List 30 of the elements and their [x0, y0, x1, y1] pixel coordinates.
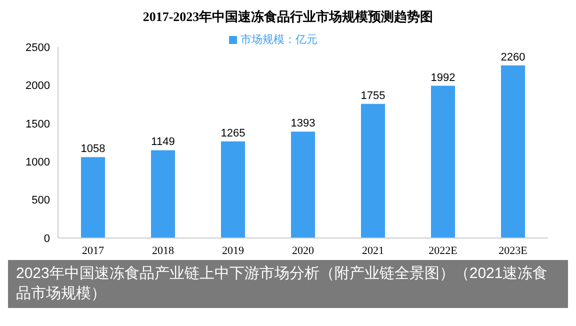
- legend-label: 市场规模：亿元: [240, 34, 318, 46]
- x-tick-label: 2017: [82, 244, 104, 257]
- y-tick-label: 2500: [26, 42, 50, 54]
- x-tick-label: 2018: [152, 244, 174, 257]
- bar: [431, 86, 455, 238]
- bar: [291, 132, 315, 238]
- data-label: 1149: [151, 136, 175, 148]
- y-tick-label: 1500: [26, 118, 50, 130]
- data-label: 1992: [430, 72, 456, 84]
- y-tick-label: 500: [32, 194, 50, 207]
- x-tick-label: 2019: [222, 244, 244, 257]
- data-label: 1058: [80, 143, 106, 156]
- y-tick-label: 0: [44, 232, 50, 245]
- x-tick-label: 2020: [292, 244, 314, 257]
- text: 2023年中国速冻食品产业链上中下游市场分析（附产业链全景图）（2021速冻食品市场规模）: [8, 260, 568, 308]
- data-label: 1265: [220, 127, 246, 140]
- chart-title: 2017-2023年中国速冻食品行业市场规模预测趋势图: [142, 8, 434, 26]
- bar: [151, 150, 175, 238]
- bar: [221, 141, 245, 238]
- x-tick-label: 2022E: [428, 244, 458, 257]
- data-label: 1393: [290, 118, 316, 130]
- data-label: 2260: [500, 51, 526, 64]
- x-tick-label: 2021: [362, 244, 384, 257]
- bar: [501, 65, 525, 238]
- bar: [361, 104, 385, 238]
- data-label: 1755: [360, 90, 386, 102]
- y-tick-label: 1000: [26, 156, 50, 169]
- x-tick-label: 2023E: [498, 244, 528, 257]
- bar: [81, 157, 105, 238]
- y-tick-label: 2000: [26, 80, 50, 92]
